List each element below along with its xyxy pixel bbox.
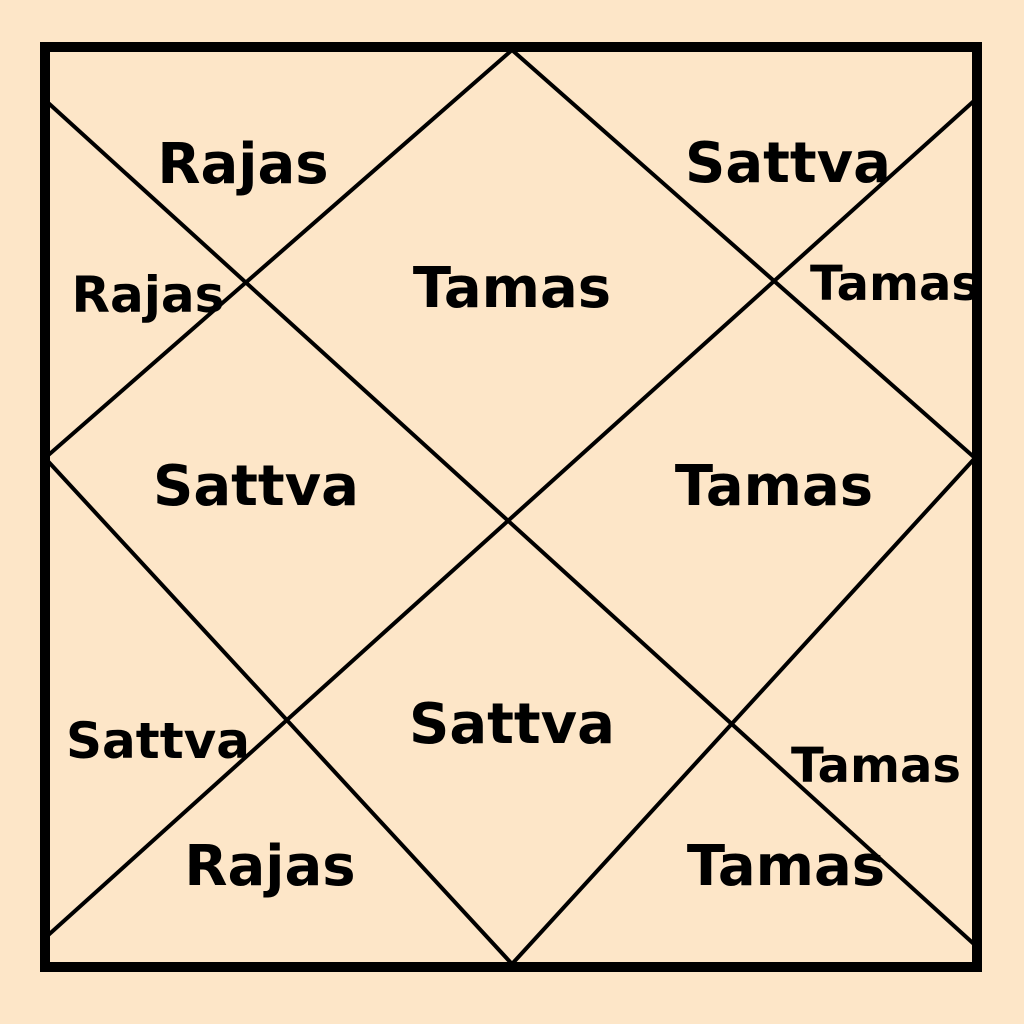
house-7-label: Sattva: [409, 692, 615, 757]
house-10-label: Tamas: [675, 454, 873, 519]
house-3-label: Rajas: [72, 266, 225, 324]
house-2-label: Rajas: [157, 132, 328, 197]
house-1-label: Tamas: [413, 256, 611, 321]
house-9-label: Tamas: [791, 738, 961, 794]
house-4-label: Sattva: [153, 454, 359, 519]
house-8-label: Tamas: [687, 834, 885, 899]
chart-border: [40, 42, 982, 972]
house-12-label: Tamas: [810, 256, 980, 312]
diagonal-line-anti: [43, 98, 977, 940]
house-5-label: Sattva: [66, 712, 250, 770]
diagonal-line-main: [43, 98, 977, 947]
house-6-label: Rajas: [184, 834, 355, 899]
house-11-label: Sattva: [685, 131, 891, 196]
